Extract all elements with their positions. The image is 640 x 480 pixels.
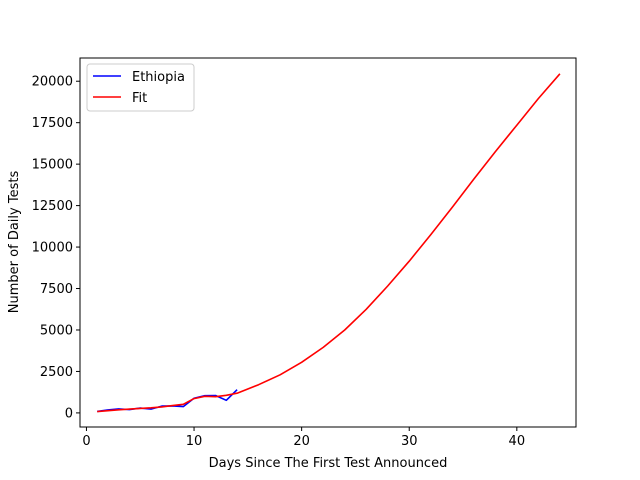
x-tick-label: 10 [186, 434, 203, 449]
y-tick-label: 0 [65, 406, 73, 421]
y-tick-label: 2500 [40, 365, 73, 380]
x-ticks: 0 10 20 30 40 [82, 427, 525, 449]
y-tick-label: 20000 [32, 75, 73, 90]
plot-frame [79, 57, 577, 428]
series-line-fit [97, 73, 561, 413]
legend-label-ethiopia: Ethiopia [132, 70, 185, 85]
y-tick-label: 7500 [40, 282, 73, 297]
y-tick-label: 17500 [32, 116, 73, 131]
series-layer [97, 73, 561, 413]
y-tick-label: 10000 [32, 241, 73, 256]
x-tick-label: 40 [509, 434, 526, 449]
plot-background [80, 58, 576, 427]
x-axis-label: Days Since The First Test Announced [209, 456, 448, 471]
y-ticks: 0 2500 5000 7500 10000 12500 15000 17500 20000 [32, 75, 80, 421]
x-tick-label: 20 [293, 434, 310, 449]
legend: Ethiopia Fit [86, 63, 195, 112]
y-tick-label: 15000 [32, 158, 73, 173]
x-tick-label: 0 [82, 434, 90, 449]
y-axis-label: Number of Daily Tests [7, 171, 22, 314]
legend-label-fit: Fit [132, 91, 147, 106]
x-tick-label: 30 [401, 434, 418, 449]
y-tick-label: 5000 [40, 323, 73, 338]
y-tick-label: 12500 [32, 199, 73, 214]
